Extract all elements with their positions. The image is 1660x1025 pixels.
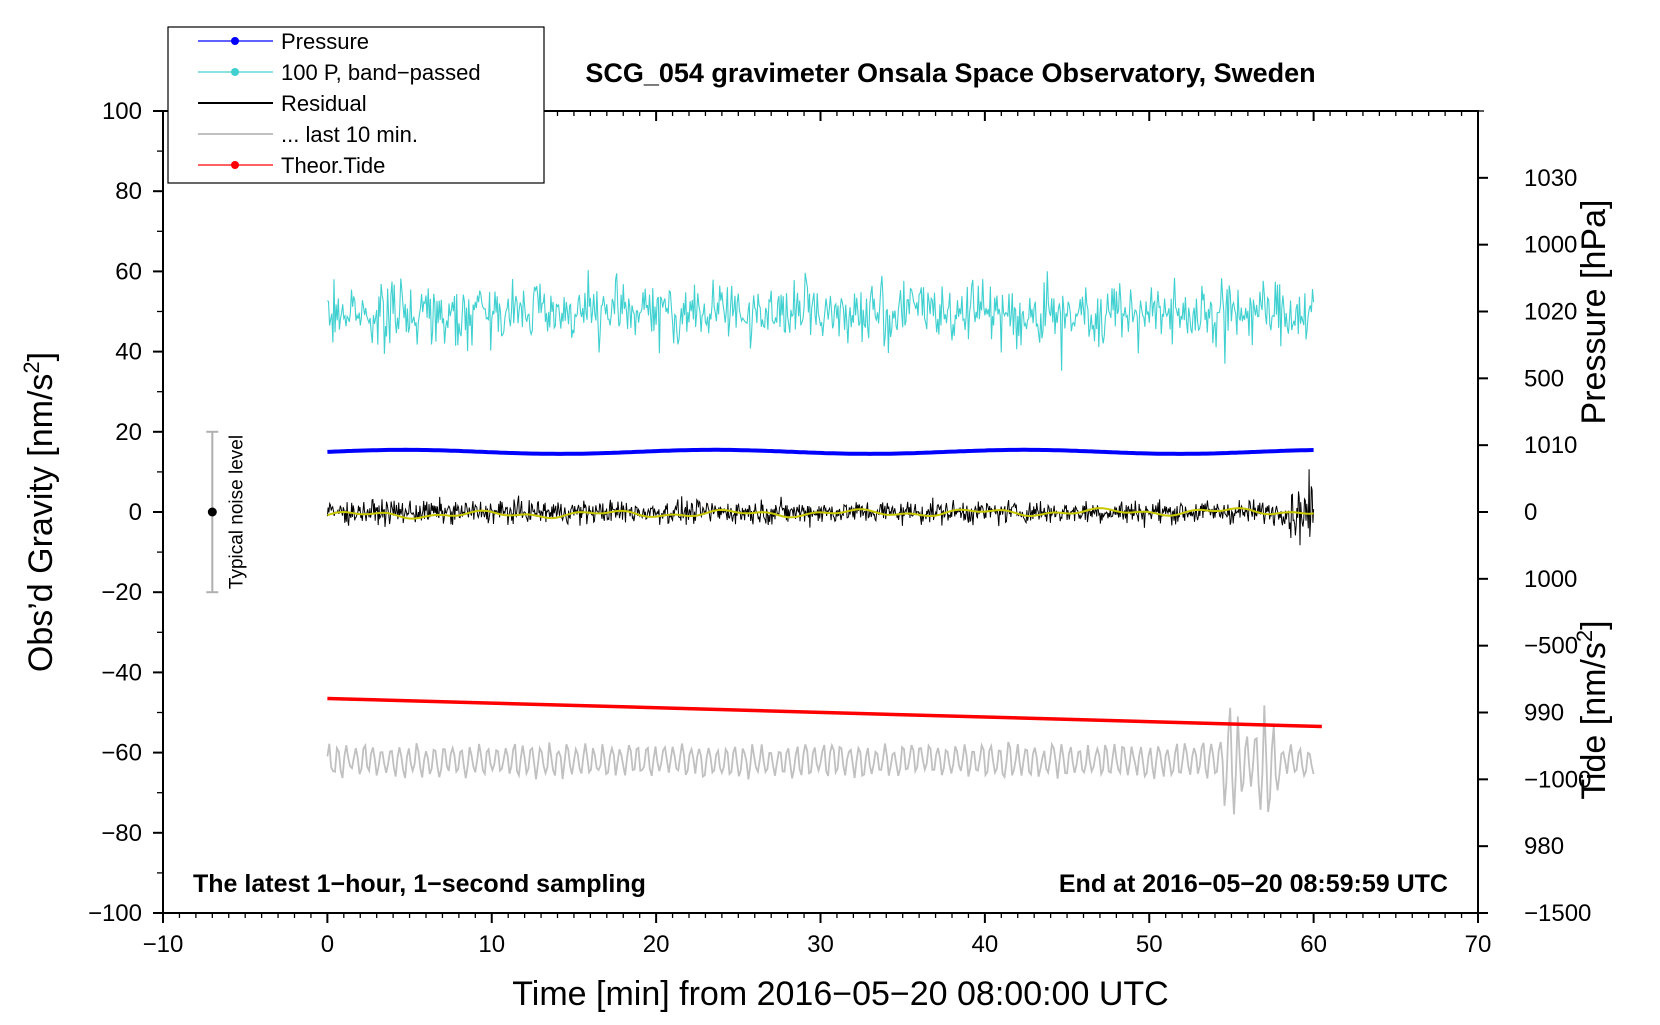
pressure-tick-label: 1020	[1524, 299, 1577, 326]
legend-swatch-dot	[231, 161, 239, 169]
y-tick-label: −80	[101, 820, 142, 847]
tide-axis-label-sup: 2	[1572, 630, 1597, 642]
tide-tick-label: 1000	[1524, 232, 1577, 259]
x-tick-label: 40	[972, 931, 999, 958]
y-tick-label: 60	[115, 258, 142, 285]
x-tick-label: 0	[321, 931, 334, 958]
annotation-left: The latest 1−hour, 1−second sampling	[193, 870, 646, 898]
y-tick-label: −60	[101, 740, 142, 767]
y-tick-label: 100	[102, 98, 142, 125]
noise-bar: Typical noise level	[206, 430, 247, 594]
y-tick-label: 40	[115, 339, 142, 366]
y-tick-label: 80	[115, 178, 142, 205]
x-tick-label: 60	[1300, 931, 1327, 958]
x-tick-label: −10	[143, 931, 184, 958]
tide-axis-label-main: Tide [nm/s	[1575, 642, 1613, 799]
y-axis-ticks: −100 −80 −60 −40 −20 0 20 40 60 80 100	[88, 98, 163, 927]
legend-entry-label: 100 P, band−passed	[281, 60, 481, 85]
y-axis-label: Obs’d Gravity [nm/s2]	[19, 352, 60, 672]
series-layer	[326, 270, 1322, 815]
x-axis-label: Time [min] from 2016−05−20 08:00:00 UTC	[512, 975, 1168, 1013]
y-axis-label-sup: 2	[19, 361, 44, 373]
pressure-axis-label: Pressure [hPa]	[1575, 200, 1613, 425]
y-axis-label-main: Obs’d Gravity [nm/s	[22, 374, 60, 673]
tide-axis-label-end: ]	[1575, 620, 1613, 629]
tide-tick-label: −1500	[1524, 900, 1591, 927]
tide-axis-ticks: −1500 −1000 −500 0 500 1000	[1478, 232, 1591, 927]
legend: Pressure 100 P, band−passed Residual ... la…	[167, 26, 545, 184]
annotation-right: End at 2016−05−20 08:59:59 UTC	[1059, 870, 1448, 898]
legend-box	[167, 26, 545, 184]
y-tick-label: 0	[129, 499, 142, 526]
x-tick-label: 20	[643, 931, 670, 958]
noise-bar-center-dot	[207, 507, 217, 517]
tide-tick-label: −500	[1524, 633, 1578, 660]
x-tick-label: 70	[1465, 931, 1492, 958]
pressure-tick-label: 1010	[1524, 432, 1577, 459]
pressure-tick-label: 990	[1524, 700, 1564, 727]
series-last-10-min-line	[326, 705, 1315, 815]
legend-entry-label: Residual	[281, 91, 367, 116]
pressure-tick-label: 980	[1524, 833, 1564, 860]
pressure-tick-label: 1000	[1524, 566, 1577, 593]
series-pressure-line	[327, 447, 1314, 456]
pressure-tick-label: 1030	[1524, 165, 1577, 192]
y-tick-label: −20	[101, 579, 142, 606]
tide-tick-label: 0	[1524, 499, 1537, 526]
y-tick-label: −100	[88, 900, 142, 927]
x-axis-ticks: −10 0 10 20 30 40 50 60 70	[143, 111, 1492, 958]
legend-entry-label: Theor.Tide	[281, 153, 385, 178]
tide-axis-label: Tide [nm/s2]	[1572, 620, 1613, 799]
series-residual-line	[326, 469, 1315, 546]
legend-swatch-dot	[231, 37, 239, 45]
y-tick-label: 20	[115, 419, 142, 446]
tide-tick-label: −1000	[1524, 766, 1591, 793]
series-theor-tide-line	[327, 696, 1322, 729]
series-band-passed-line	[327, 270, 1315, 371]
x-tick-label: 30	[807, 931, 834, 958]
x-tick-label: 50	[1136, 931, 1163, 958]
noise-bar-label: Typical noise level	[226, 435, 247, 589]
pressure-axis-ticks: 980 990 1000 1010 1020 1030	[1478, 110, 1577, 860]
series-residual-smoothed-line	[327, 507, 1314, 520]
chart-title: SCG_054 gravimeter Onsala Space Observat…	[585, 58, 1315, 88]
y-tick-label: −40	[101, 659, 142, 686]
legend-swatch-dot	[231, 68, 239, 76]
x-tick-label: 10	[478, 931, 505, 958]
y-axis-label-end: ]	[22, 352, 60, 361]
legend-entry-label: Pressure	[281, 29, 369, 54]
tide-tick-label: 500	[1524, 365, 1564, 392]
legend-entry-label: ... last 10 min.	[281, 122, 418, 147]
